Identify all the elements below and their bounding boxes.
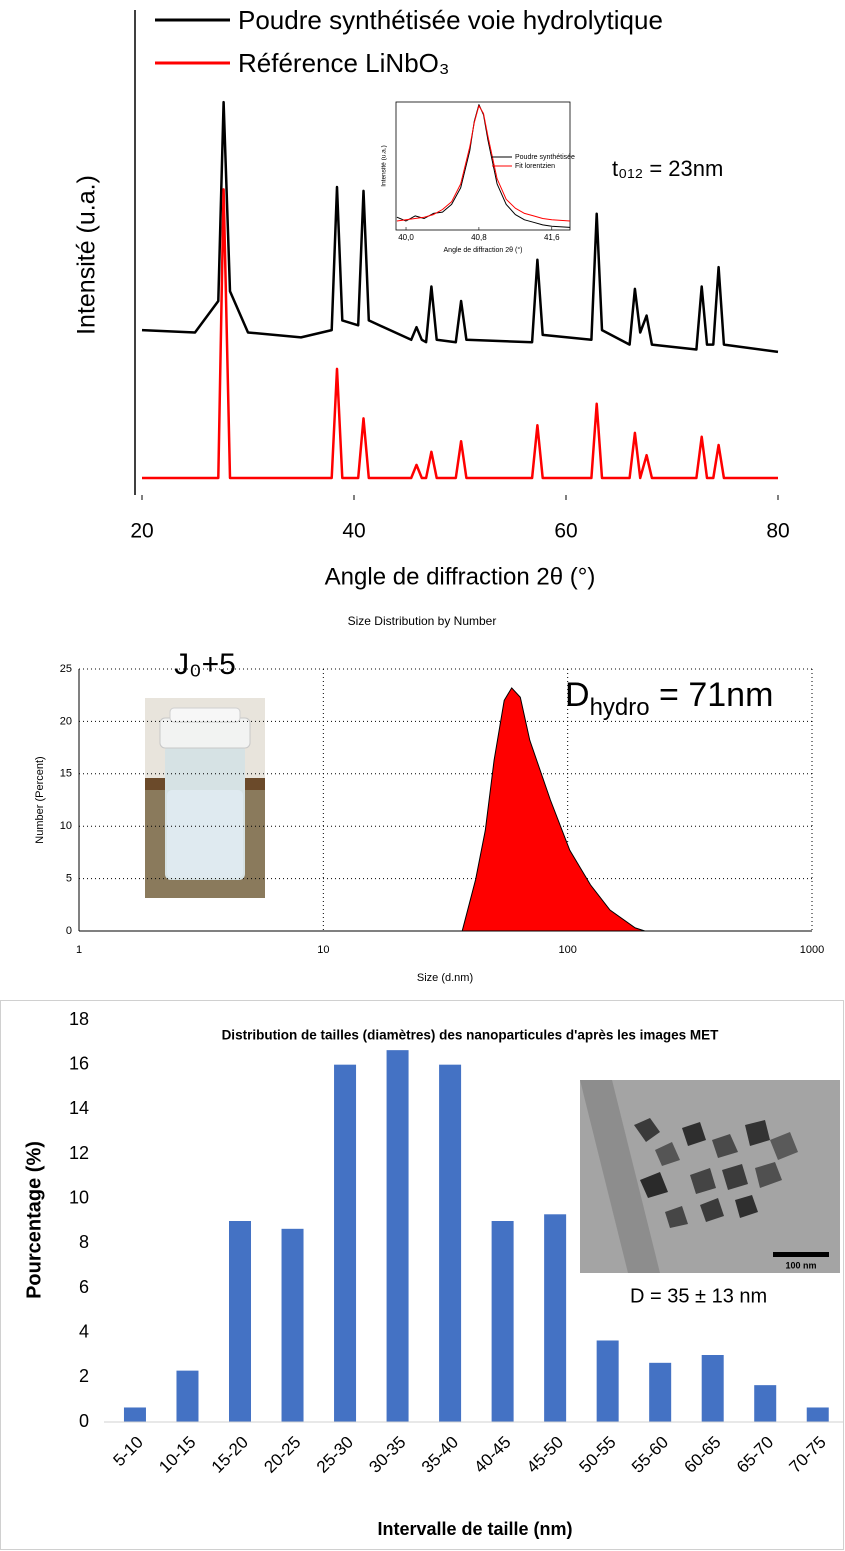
- x-tick-label: 100: [558, 944, 576, 956]
- y-tick-label: 14: [69, 1098, 89, 1118]
- annotation: Dhydro = 71nm: [565, 676, 773, 721]
- photo-label: J₀+5: [174, 648, 236, 681]
- x-tick-label: 40: [342, 520, 365, 543]
- y-axis-label: Number (Percent): [34, 756, 46, 843]
- y-tick-label: 16: [69, 1053, 89, 1073]
- y-axis-label: Intensité (u.a.): [73, 175, 101, 335]
- tem-image: [580, 1080, 840, 1273]
- scale-bar-label: 100 nm: [785, 1260, 816, 1270]
- bar: [439, 1064, 462, 1422]
- bar: [123, 1407, 146, 1422]
- annotation: D = 35 ± 13 nm: [630, 1285, 767, 1307]
- inset-frame: [395, 101, 571, 231]
- y-tick-label: 10: [60, 820, 72, 832]
- legend-label: Fit lorentzien: [515, 163, 555, 170]
- x-tick-label: 20: [130, 520, 153, 543]
- data-line: [396, 105, 571, 222]
- bar: [281, 1228, 304, 1422]
- y-tick-label: 0: [79, 1411, 89, 1431]
- y-axis-label: Intensité (u.a.): [381, 145, 388, 187]
- y-tick-label: 18: [69, 1009, 89, 1029]
- x-axis-label: Angle de diffraction 2θ (°): [444, 246, 523, 254]
- y-tick-label: 10: [69, 1187, 89, 1207]
- vial-photo: [145, 698, 265, 898]
- y-tick-label: 4: [79, 1321, 89, 1341]
- bar: [701, 1355, 724, 1422]
- data-line: [141, 100, 779, 354]
- chart-title: Size Distribution by Number: [348, 614, 497, 628]
- bar: [229, 1221, 252, 1422]
- bar: [754, 1385, 777, 1422]
- x-tick-label: 40,8: [471, 233, 487, 242]
- bar: [544, 1214, 567, 1422]
- x-axis-label: Size (d.nm): [417, 972, 473, 984]
- y-tick-label: 2: [79, 1366, 89, 1386]
- chart-title: Distribution de tailles (diamètres) des …: [222, 1028, 720, 1043]
- y-tick-label: 5: [66, 873, 72, 885]
- y-tick-label: 12: [69, 1143, 89, 1163]
- annotation-main: D: [565, 676, 590, 714]
- x-tick-label: 1: [76, 944, 82, 956]
- y-axis-label: Pourcentage (%): [23, 1141, 45, 1299]
- x-axis-label: Angle de diffraction 2θ (°): [325, 563, 596, 590]
- bar: [334, 1064, 357, 1422]
- annotation-subscript: hydro: [590, 694, 650, 721]
- bar: [176, 1370, 199, 1422]
- legend-label: Référence LiNbO₃: [238, 48, 449, 78]
- bar: [806, 1407, 829, 1422]
- x-tick-label: 60: [554, 520, 577, 543]
- panel-frame: [0, 1000, 844, 1550]
- bar: [491, 1221, 514, 1422]
- legend-label: Poudre synthétisée: [515, 154, 575, 161]
- bar: [596, 1340, 619, 1422]
- x-axis-label: Intervalle de taille (nm): [377, 1519, 572, 1539]
- y-tick-label: 0: [66, 925, 72, 937]
- x-tick-label: 1000: [800, 944, 824, 956]
- annotation-suffix: = 71nm: [650, 676, 774, 714]
- data-line: [142, 188, 778, 480]
- bar: [386, 1050, 409, 1422]
- y-tick-label: 25: [60, 663, 72, 675]
- y-tick-label: 15: [60, 768, 72, 780]
- bar: [649, 1362, 672, 1422]
- annotation: t₀₁₂ = 23nm: [612, 156, 723, 181]
- y-tick-label: 20: [60, 715, 72, 727]
- area: [461, 687, 646, 932]
- x-tick-label: 80: [766, 520, 789, 543]
- x-tick-label: 10: [317, 944, 329, 956]
- y-tick-label: 6: [79, 1277, 89, 1297]
- x-tick-label: 40,0: [398, 233, 414, 242]
- legend-label: Poudre synthétisée voie hydrolytique: [238, 5, 663, 35]
- y-tick-label: 8: [79, 1232, 89, 1252]
- x-tick-label: 41,6: [544, 233, 560, 242]
